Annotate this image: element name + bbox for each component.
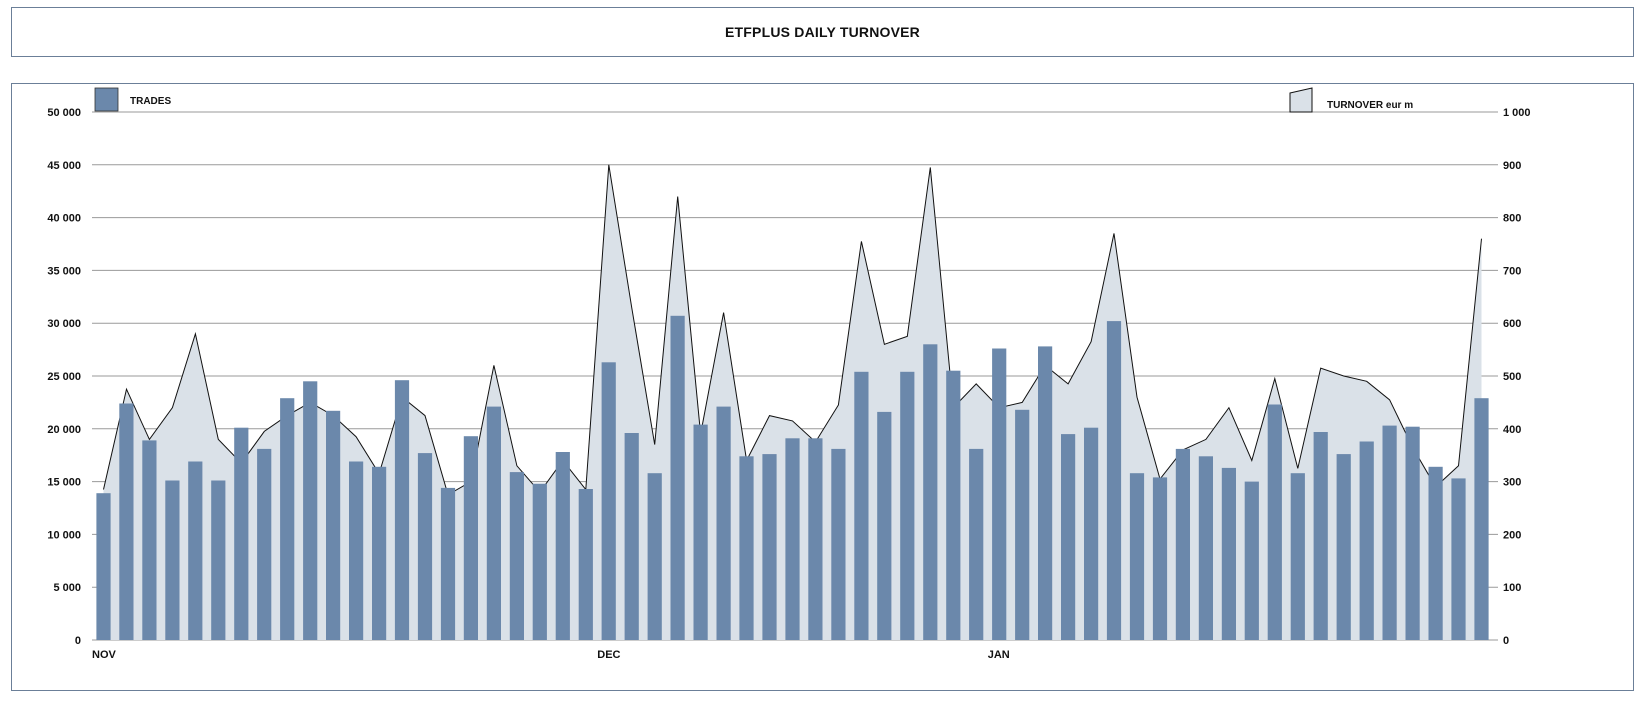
trades-bar-series: [96, 315, 1489, 640]
trades-bar: [969, 448, 984, 640]
trades-bar: [739, 456, 754, 640]
trades-bar: [1244, 481, 1259, 640]
y-right-tick-label: 900: [1503, 160, 1521, 172]
y-left-tick-label: 20 000: [47, 424, 81, 436]
y-left-tick-label: 0: [75, 635, 81, 647]
trades-bar: [165, 480, 180, 640]
x-axis-month-label: DEC: [597, 649, 620, 661]
trades-bar: [142, 440, 157, 640]
trades-bar: [1382, 425, 1397, 640]
trades-bar: [1474, 398, 1489, 640]
trades-bar: [1198, 456, 1213, 640]
chart-title-box: ETFPLUS DAILY TURNOVER: [11, 7, 1634, 57]
right-axis-ticks: 0 100 200 300 400 500 600 700 800 900 1 000: [1503, 107, 1531, 647]
trades-bar: [1313, 432, 1328, 640]
legend-trades-label: TRADES: [130, 96, 171, 107]
y-right-tick-label: 0: [1503, 635, 1509, 647]
trades-bar: [831, 448, 846, 640]
y-right-tick-label: 100: [1503, 582, 1521, 594]
y-right-tick-label: 500: [1503, 371, 1521, 383]
legend-trades-swatch: [94, 87, 119, 112]
y-right-tick-label: 800: [1503, 213, 1521, 225]
trades-bar: [440, 487, 456, 640]
trades-bar: [624, 433, 639, 640]
trades-bar: [716, 406, 731, 640]
trades-bar: [1015, 409, 1030, 640]
y-right-tick-label: 1 000: [1503, 107, 1531, 119]
chart-title: ETFPLUS DAILY TURNOVER: [725, 24, 920, 40]
trades-bar: [647, 473, 662, 640]
y-right-tick-label: 300: [1503, 477, 1521, 489]
trades-bar: [257, 448, 272, 640]
trades-bar: [900, 371, 915, 640]
y-left-tick-label: 45 000: [47, 160, 81, 172]
trades-bar: [808, 438, 823, 640]
trades-bar: [946, 370, 961, 640]
trades-bar: [693, 424, 708, 640]
trades-bar: [234, 427, 249, 640]
trades-bar: [1405, 426, 1420, 640]
y-left-tick-label: 30 000: [47, 318, 81, 330]
trades-bar: [532, 483, 547, 640]
trades-bar: [785, 438, 800, 640]
y-left-tick-label: 25 000: [47, 371, 81, 383]
trades-bar: [1175, 448, 1190, 640]
x-axis-labels: NOV DEC JAN: [92, 649, 1010, 661]
y-left-tick-label: 35 000: [47, 265, 81, 277]
trades-bar: [372, 466, 387, 640]
trades-bar: [1428, 466, 1443, 640]
x-axis-month-label: JAN: [988, 649, 1010, 661]
trades-bar: [1152, 477, 1168, 640]
trades-bar: [303, 381, 318, 640]
y-left-tick-label: 50 000: [47, 107, 81, 119]
trades-bar: [877, 411, 892, 640]
y-right-tick-label: 400: [1503, 424, 1521, 436]
trades-bar: [119, 403, 134, 640]
x-axis-month-label: NOV: [92, 649, 117, 661]
trades-bar: [992, 348, 1007, 640]
trades-bar: [1129, 473, 1145, 640]
trades-bar: [762, 454, 777, 640]
y-left-tick-label: 10 000: [47, 529, 81, 541]
trades-bar: [1084, 427, 1099, 640]
y-right-tick-label: 200: [1503, 529, 1521, 541]
trades-bar: [1290, 473, 1305, 640]
y-left-tick-label: 15 000: [47, 477, 81, 489]
trades-bar: [854, 371, 869, 640]
left-axis-ticks: 0 5 000 10 000 15 000 20 000 25 000 30 000 35 0…: [47, 107, 81, 647]
trades-bar: [1038, 346, 1053, 640]
trades-bar: [211, 480, 226, 640]
trades-bar: [1267, 404, 1282, 640]
trades-bar: [923, 344, 938, 640]
trades-bar: [326, 410, 341, 640]
trades-bar: [555, 452, 570, 640]
trades-bar: [394, 380, 410, 640]
y-left-tick-label: 40 000: [47, 213, 81, 225]
trades-bar: [670, 315, 685, 640]
trades-bar: [1359, 441, 1374, 640]
trades-bar: [1221, 467, 1236, 640]
trades-bar: [463, 436, 478, 640]
trades-bar: [349, 461, 364, 640]
trades-bar: [486, 406, 501, 640]
legend: TRADES TURNOVER eur m: [94, 87, 1413, 113]
y-right-tick-label: 600: [1503, 318, 1521, 330]
y-left-tick-label: 5 000: [53, 582, 81, 594]
trades-bar: [1061, 434, 1076, 640]
trades-bar: [601, 362, 616, 640]
trades-bar: [417, 453, 433, 640]
chart-frame: [11, 83, 1634, 691]
trades-bar: [1336, 454, 1351, 640]
trades-bar: [578, 489, 593, 640]
legend-turnover-label: TURNOVER eur m: [1327, 100, 1413, 111]
trades-bar: [1451, 478, 1466, 640]
trades-bar: [280, 398, 295, 640]
legend-turnover-swatch: [1289, 87, 1313, 113]
trades-bar: [509, 472, 524, 640]
trades-bar: [188, 461, 203, 640]
y-right-tick-label: 700: [1503, 265, 1521, 277]
trades-bar: [1106, 321, 1122, 640]
trades-bar: [96, 493, 111, 640]
